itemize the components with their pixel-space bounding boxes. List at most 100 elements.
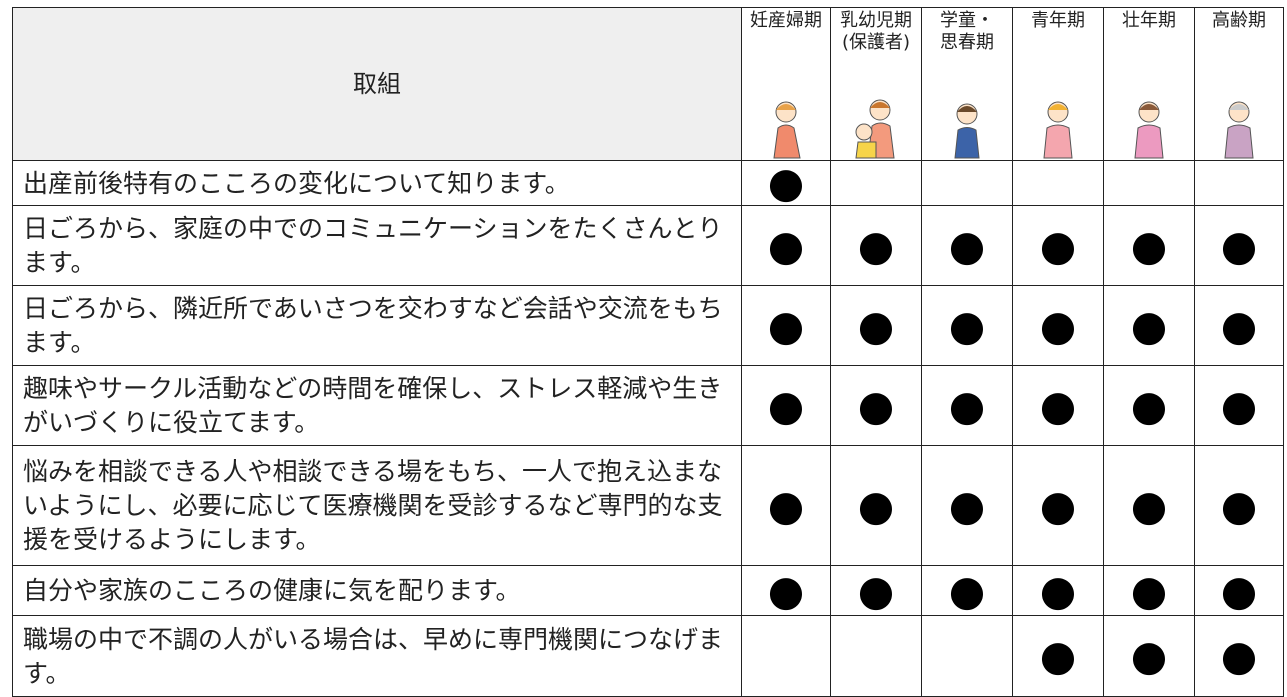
header-label: 高齢期 [1212,10,1266,31]
stage-cell: ● [1194,565,1284,616]
stage-cell: ● [1012,205,1104,286]
stage-cell: ● [1012,615,1104,697]
applies-mark: ● [1130,300,1168,350]
stage-cell: ● [1194,205,1284,286]
header-label: 取組 [353,70,401,98]
applies-mark: ● [1130,631,1168,680]
stage-cell: ● [1103,565,1195,616]
table-row: 悩みを相談できる人や相談できる場をもち、一人で抱え込まないようにし、必要に応じて… [12,445,1284,566]
applies-mark: ● [1130,220,1168,270]
stage-cell: ● [830,365,922,446]
stage-cell [921,160,1013,206]
stage-cell [1012,160,1104,206]
applies-mark: ● [948,480,986,530]
applies-mark: ● [767,480,805,530]
applies-mark: ● [1220,631,1258,680]
stage-cell: ● [1103,365,1195,446]
table-body: 出産前後特有のこころの変化について知ります。 ● 日ごろから、家庭の中でのコミュニケ… [12,158,1284,697]
applies-mark: ● [857,480,895,530]
stage-cell: ● [1103,445,1195,566]
header-label: 妊産婦期 [750,10,822,31]
stage-cell [830,160,922,206]
stage-cell [1194,160,1284,206]
stage-cell: ● [921,365,1013,446]
applies-mark: ● [1220,480,1258,530]
stage-cell: ● [1194,445,1284,566]
stage-cell [741,615,831,697]
stage-cell: ● [1103,205,1195,286]
applies-mark: ● [767,220,805,270]
page: 取組 妊産婦期 乳幼児期 (保護者) 学童・ 思春期 青年期 壮年期 高齢期 出… [12,7,1284,697]
table-row: 日ごろから、隣近所であいさつを交わすなど会話や交流をもちます。 ● ● ● ● ● ● [12,285,1284,366]
applies-mark: ● [1039,480,1077,530]
stage-cell: ● [741,285,831,366]
applies-mark: ● [1220,565,1258,615]
table-row: 趣味やサークル活動などの時間を確保し、ストレス軽減や生きがいづくりに役立てます。… [12,365,1284,446]
stage-cell: ● [741,445,831,566]
stage-cell: ● [830,205,922,286]
header-cell: 高齢期 [1194,7,1284,161]
applies-mark: ● [1039,631,1077,680]
applies-mark: ● [767,565,805,615]
applies-mark: ● [948,380,986,430]
stage-cell [830,615,922,697]
stage-cell: ● [741,365,831,446]
table-row: 日ごろから、家庭の中でのコミュニケーションをたくさんとります。 ● ● ● ● ● ● [12,205,1284,286]
stage-cell: ● [1103,615,1195,697]
stage-cell: ● [830,565,922,616]
applies-mark: ● [767,380,805,430]
stage-cell: ● [921,445,1013,566]
header-cell: 壮年期 [1103,7,1195,161]
stage-cell: ● [1194,615,1284,697]
header-label: 乳幼児期 (保護者) [840,10,912,53]
table-row: 出産前後特有のこころの変化について知ります。 ● [12,158,1284,207]
measure-text: 出産前後特有のこころの変化について知ります。 [12,160,742,206]
stage-cell: ● [921,285,1013,366]
stage-cell: ● [1194,365,1284,446]
applies-mark: ● [1130,480,1168,530]
table-row: 職場の中で不調の人がいる場合は、早めに専門機関につなげます。 ● ● ● [12,615,1284,697]
table-row: 自分や家族のこころの健康に気を配ります。 ● ● ● ● ● ● [12,565,1284,616]
applies-mark: ● [1039,220,1077,270]
stage-cell: ● [1194,285,1284,366]
applies-mark: ● [767,158,805,207]
measure-text: 趣味やサークル活動などの時間を確保し、ストレス軽減や生きがいづくりに役立てます。 [12,365,742,446]
applies-mark: ● [948,300,986,350]
stage-cell: ● [830,445,922,566]
header-cell: 取組 [12,7,742,161]
measure-text: 自分や家族のこころの健康に気を配ります。 [12,565,742,616]
measure-text: 悩みを相談できる人や相談できる場をもち、一人で抱え込まないようにし、必要に応じて… [12,445,742,566]
stage-cell [1103,160,1195,206]
applies-mark: ● [857,565,895,615]
icon [1134,101,1164,159]
header-cell: 学童・ 思春期 [921,7,1013,161]
header-label: 青年期 [1031,10,1085,31]
stage-cell: ● [1012,365,1104,446]
applies-mark: ● [948,220,986,270]
applies-mark: ● [1220,220,1258,270]
applies-mark: ● [1130,565,1168,615]
applies-mark: ● [948,565,986,615]
measures-table: 取組 妊産婦期 乳幼児期 (保護者) 学童・ 思春期 青年期 壮年期 高齢期 出… [12,7,1284,697]
header-cell: 青年期 [1012,7,1104,161]
applies-mark: ● [767,300,805,350]
stage-cell: ● [1012,445,1104,566]
stage-cell: ● [1012,565,1104,616]
header-cell: 乳幼児期 (保護者) [830,7,922,161]
header-label: 壮年期 [1122,10,1176,31]
applies-mark: ● [857,300,895,350]
applies-mark: ● [1039,380,1077,430]
applies-mark: ● [1220,300,1258,350]
icon [954,103,980,159]
icon [773,101,801,159]
header-cell: 妊産婦期 [741,7,831,161]
measure-text: 職場の中で不調の人がいる場合は、早めに専門機関につなげます。 [12,615,742,697]
stage-cell: ● [741,565,831,616]
applies-mark: ● [1130,380,1168,430]
stage-cell: ● [921,205,1013,286]
stage-cell: ● [1103,285,1195,366]
stage-cell [921,615,1013,697]
stage-cell: ● [741,158,831,207]
measure-text: 日ごろから、隣近所であいさつを交わすなど会話や交流をもちます。 [12,285,742,366]
stage-cell: ● [1012,285,1104,366]
